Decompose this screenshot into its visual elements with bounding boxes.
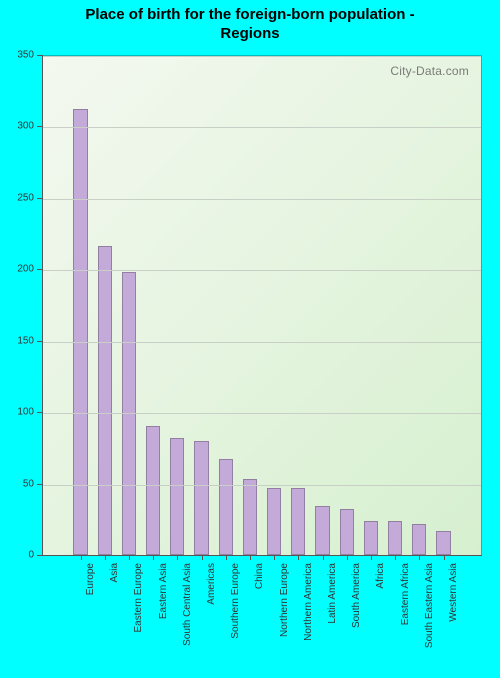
- bar: [146, 426, 160, 555]
- y-tick-mark: [37, 198, 42, 199]
- x-tick-mark: [105, 555, 106, 560]
- y-tick-label: 0: [0, 550, 34, 561]
- x-tick-mark: [323, 555, 324, 560]
- x-tick-label: Americas: [206, 563, 217, 605]
- x-tick-label: Asia: [109, 563, 120, 582]
- bar: [219, 459, 233, 555]
- x-tick-label: Southern Europe: [230, 563, 241, 639]
- bar: [388, 521, 402, 555]
- grid-line: [42, 127, 481, 128]
- x-tick-mark: [250, 555, 251, 560]
- bar: [98, 246, 112, 555]
- grid-line: [42, 199, 481, 200]
- bar: [340, 509, 354, 555]
- y-tick-mark: [37, 412, 42, 413]
- x-axis: [42, 555, 482, 556]
- x-tick-label: Northern Europe: [279, 563, 290, 637]
- x-tick-mark: [226, 555, 227, 560]
- x-tick-mark: [371, 555, 372, 560]
- y-tick-label: 200: [0, 264, 34, 275]
- bar: [315, 506, 329, 555]
- x-tick-label: South America: [351, 563, 362, 628]
- bar: [267, 488, 281, 555]
- x-tick-mark: [419, 555, 420, 560]
- bar: [412, 524, 426, 555]
- x-tick-label: Eastern Europe: [133, 563, 144, 633]
- x-tick-mark: [444, 555, 445, 560]
- x-tick-label: Europe: [85, 563, 96, 595]
- x-tick-label: Eastern Africa: [400, 563, 411, 625]
- x-tick-mark: [274, 555, 275, 560]
- y-tick-label: 350: [0, 50, 34, 61]
- x-tick-mark: [347, 555, 348, 560]
- y-tick-mark: [37, 55, 42, 56]
- x-tick-mark: [153, 555, 154, 560]
- y-tick-label: 150: [0, 335, 34, 346]
- grid-line: [42, 56, 481, 57]
- plot-area: City-Data.com: [42, 55, 482, 555]
- x-tick-label: Eastern Asia: [158, 563, 169, 619]
- x-tick-mark: [129, 555, 130, 560]
- y-tick-mark: [37, 484, 42, 485]
- grid-line: [42, 413, 481, 414]
- grid-line: [42, 270, 481, 271]
- x-tick-label: China: [254, 563, 265, 589]
- bar: [364, 521, 378, 555]
- x-tick-label: South Central Asia: [182, 563, 193, 646]
- bar: [436, 531, 450, 555]
- y-tick-mark: [37, 269, 42, 270]
- chart-frame: Place of birth for the foreign-born popu…: [0, 0, 500, 678]
- bars-layer: [42, 56, 481, 555]
- x-tick-mark: [177, 555, 178, 560]
- x-tick-label: Northern America: [303, 563, 314, 641]
- bar: [194, 441, 208, 555]
- y-tick-label: 50: [0, 478, 34, 489]
- y-axis: [42, 55, 43, 555]
- x-tick-mark: [395, 555, 396, 560]
- grid-line: [42, 342, 481, 343]
- chart-title: Place of birth for the foreign-born popu…: [0, 6, 500, 44]
- bar: [170, 438, 184, 555]
- x-tick-label: Africa: [375, 563, 386, 589]
- x-tick-label: Western Asia: [448, 563, 459, 622]
- x-tick-mark: [202, 555, 203, 560]
- x-tick-label: South Eastern Asia: [424, 563, 435, 648]
- x-tick-label: Latin America: [327, 563, 338, 624]
- y-tick-mark: [37, 341, 42, 342]
- y-tick-label: 250: [0, 192, 34, 203]
- bar: [291, 488, 305, 555]
- y-tick-label: 300: [0, 121, 34, 132]
- y-tick-mark: [37, 555, 42, 556]
- x-tick-mark: [81, 555, 82, 560]
- bar: [73, 109, 87, 555]
- y-tick-label: 100: [0, 407, 34, 418]
- bar: [243, 479, 257, 555]
- x-tick-mark: [298, 555, 299, 560]
- y-tick-mark: [37, 126, 42, 127]
- grid-line: [42, 485, 481, 486]
